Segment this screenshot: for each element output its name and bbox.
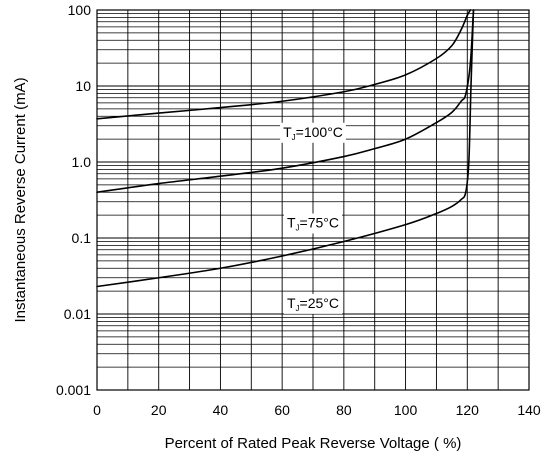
series-label-backing — [283, 213, 343, 234]
y-tick-label: 0.001 — [56, 382, 91, 398]
x-tick-label: 0 — [93, 402, 101, 418]
series-label-backing — [280, 122, 346, 143]
x-axis-ticks: 0 20 40 60 80 100 120 140 — [93, 402, 541, 418]
x-tick-label: 140 — [517, 402, 541, 418]
series-label-backing — [283, 293, 343, 314]
series-label-1: TJ=75°C — [287, 214, 339, 232]
x-tick-label: 120 — [456, 402, 480, 418]
y-tick-label: 1.0 — [72, 154, 92, 170]
series-label-main: T — [287, 214, 296, 230]
series-label-main: T — [283, 124, 292, 140]
y-tick-label: 0.01 — [64, 306, 91, 322]
grid-major — [96, 9, 530, 391]
x-tick-label: 20 — [151, 402, 167, 418]
series-label-2: TJ=25°C — [287, 295, 339, 313]
series-label-sub: J — [292, 133, 296, 142]
series-label-main: T — [287, 295, 296, 311]
series-label-0: TJ=100°C — [283, 124, 343, 142]
y-tick-label: 100 — [68, 2, 92, 18]
y-tick-label: 10 — [75, 78, 91, 94]
x-tick-label: 80 — [336, 402, 352, 418]
y-axis-title: Instantaneous Reverse Current (mA) — [12, 77, 29, 322]
series-line-1 — [96, 9, 475, 194]
series-label-sub: J — [296, 223, 300, 232]
series-line-0 — [96, 9, 472, 120]
x-tick-label: 60 — [274, 402, 290, 418]
series-label-rest: =75°C — [300, 214, 339, 230]
y-tick-label: 0.1 — [72, 230, 92, 246]
series-label-rest: =25°C — [300, 295, 339, 311]
series-label-sub: J — [296, 304, 300, 313]
series-group — [96, 9, 475, 288]
series-line-2 — [96, 9, 475, 288]
y-axis-ticks: 0.001 0.01 0.1 1.0 10 100 — [56, 2, 91, 398]
series-annotations: TJ=100°CTJ=75°CTJ=25°C — [280, 122, 346, 314]
x-tick-label: 100 — [394, 402, 418, 418]
x-tick-label: 40 — [213, 402, 229, 418]
plot-frame — [96, 9, 530, 391]
series-label-rest: =100°C — [296, 124, 343, 140]
x-axis-title: Percent of Rated Peak Reverse Voltage ( … — [165, 435, 462, 452]
